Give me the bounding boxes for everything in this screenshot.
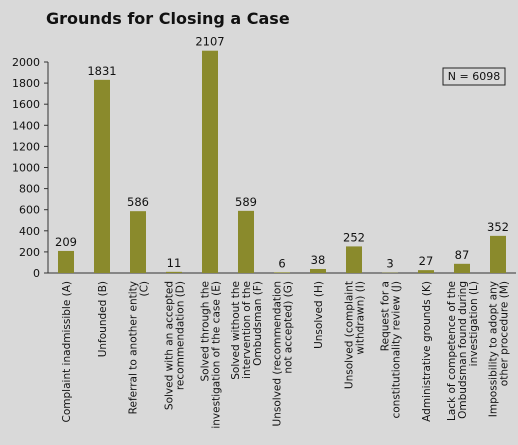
x-tick-label: Lack of competence of theOmbudsman found… (446, 281, 480, 421)
x-tick-label: Administrative grounds (K) (421, 281, 433, 422)
annotation: N = 6098 (448, 70, 500, 83)
value-label: 38 (311, 253, 326, 267)
bar (418, 270, 434, 273)
y-tick-label: 400 (19, 225, 40, 238)
value-label: 11 (167, 256, 182, 270)
bar (346, 246, 362, 273)
value-label: 87 (455, 248, 470, 262)
bar (310, 269, 326, 273)
x-tick-label: Unfounded (B) (97, 281, 109, 357)
value-label: 589 (235, 195, 257, 209)
chart-title: Grounds for Closing a Case (46, 9, 290, 28)
x-tick-label: Unsolved (complaintwithdrawn) (I) (344, 281, 367, 389)
x-tick-label: Unsolved (recommendationnot accepted) (G… (272, 281, 295, 426)
bar (490, 236, 506, 273)
bar (58, 251, 74, 273)
y-tick-label: 800 (19, 183, 40, 196)
bar (274, 272, 290, 273)
bar (166, 272, 182, 273)
x-tick-label: Complaint inadmissible (A) (61, 281, 73, 422)
bar (94, 80, 110, 273)
value-label: 3 (386, 257, 393, 271)
y-tick-label: 200 (19, 246, 40, 259)
x-tick-label: Solved without theintervention of theOmb… (230, 281, 264, 380)
y-tick-label: 0 (33, 267, 40, 280)
value-label: 1831 (87, 64, 116, 78)
y-tick-label: 1400 (12, 119, 40, 132)
bar (238, 211, 254, 273)
value-label: 586 (127, 195, 149, 209)
value-label: 209 (55, 235, 77, 249)
y-tick-label: 1200 (12, 140, 40, 153)
bar (202, 51, 218, 273)
value-label: 27 (419, 254, 434, 268)
value-label: 352 (487, 220, 509, 234)
bar (454, 264, 470, 273)
x-tick-label: Unsolved (H) (313, 281, 325, 349)
x-tick-label: Solved with an acceptedrecommendation (D… (164, 281, 187, 410)
value-label: 6 (278, 256, 285, 270)
value-label: 252 (343, 230, 365, 244)
bar (130, 211, 146, 273)
x-tick-label: Request for aconstitutionality review (J… (380, 281, 403, 419)
y-tick-label: 1000 (12, 162, 40, 175)
y-tick-label: 600 (19, 204, 40, 217)
x-tick-label: Referral to another entity(C) (128, 281, 151, 414)
y-tick-label: 1600 (12, 98, 40, 111)
x-tick-label: Solved through theinvestigation of the c… (200, 281, 223, 429)
x-tick-label: Impossibility to adopt anyother procedur… (488, 281, 511, 417)
value-label: 2107 (195, 35, 224, 49)
y-tick-label: 2000 (12, 56, 40, 69)
y-tick-label: 1800 (12, 77, 40, 90)
